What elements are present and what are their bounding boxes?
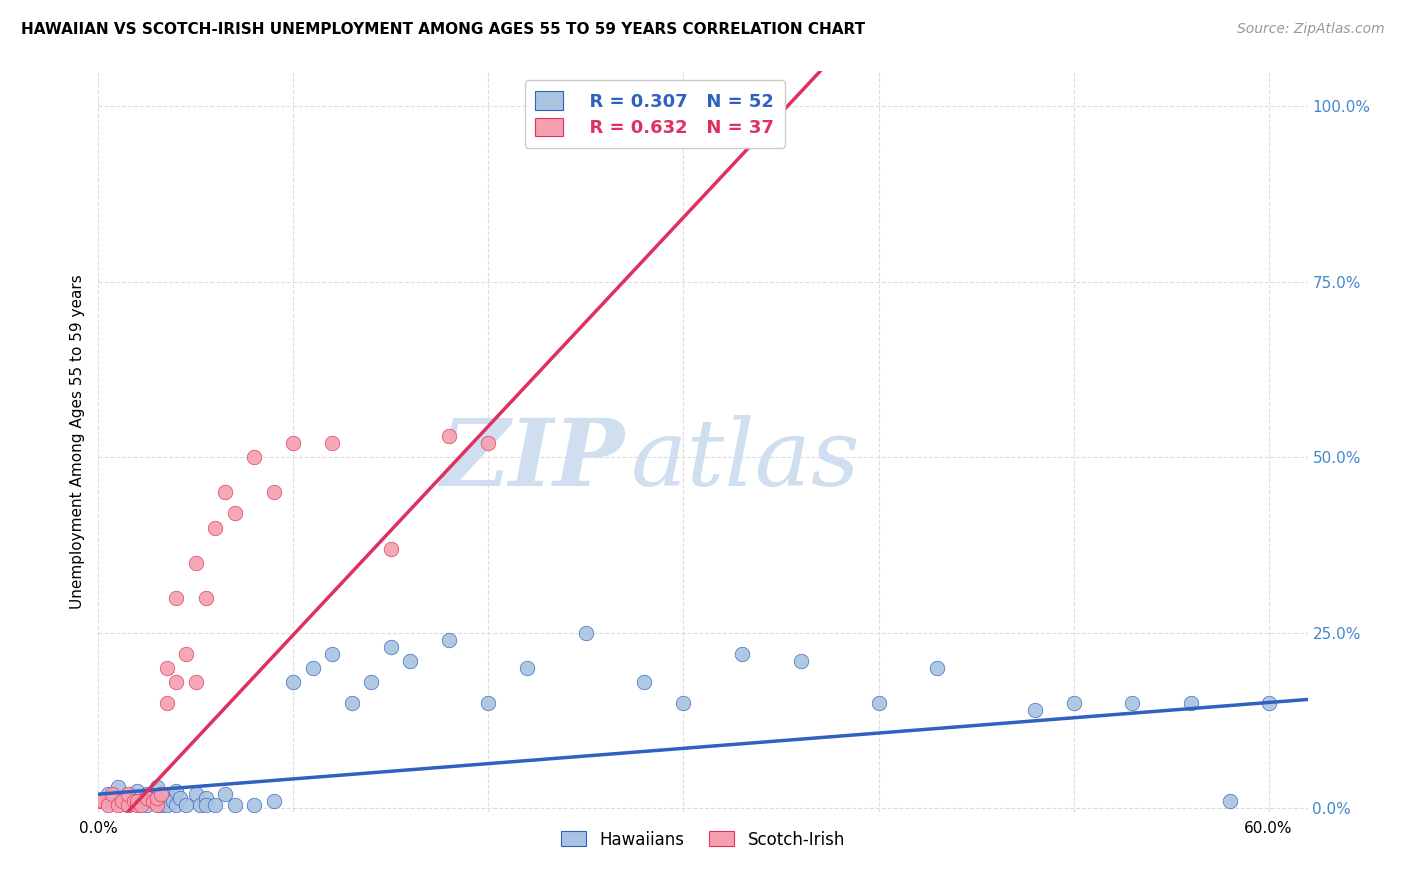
Point [156,797,179,812]
Point [146,797,169,812]
Point [156,696,179,710]
Point [302,661,325,675]
Y-axis label: Unemployment Among Ages 55 to 59 years: Unemployment Among Ages 55 to 59 years [69,274,84,609]
Point [360,674,382,689]
Point [165,797,187,812]
Point [103,794,125,808]
Point [243,450,266,465]
Point [174,797,197,812]
Point [477,696,499,710]
Text: ZIP: ZIP [440,415,624,505]
Point [214,787,236,801]
Point [91,794,114,808]
Point [127,783,149,797]
Point [149,797,172,812]
Point [111,794,134,808]
Text: atlas: atlas [630,415,860,505]
Point [165,674,187,689]
Point [165,783,187,797]
Point [169,790,191,805]
Point [127,794,149,808]
Point [439,429,461,443]
Point [136,797,159,812]
Point [516,661,538,675]
Point [1219,794,1241,808]
Point [146,780,169,794]
Point [107,797,129,812]
Point [477,436,499,450]
Point [117,797,139,812]
Point [149,787,172,801]
Point [107,780,129,794]
Point [633,674,655,689]
Point [575,99,598,113]
Point [136,790,159,805]
Point [1121,696,1143,710]
Text: Source: ZipAtlas.com: Source: ZipAtlas.com [1237,22,1385,37]
Point [117,787,139,801]
Point [1180,696,1202,710]
Point [184,787,207,801]
Point [87,794,110,808]
Point [321,647,343,661]
Point [118,790,141,805]
Point [142,794,165,808]
Point [146,794,169,808]
Point [156,787,179,801]
Point [1257,696,1279,710]
Point [380,541,402,556]
Point [214,485,236,500]
Point [263,485,285,500]
Point [194,591,217,605]
Point [97,797,120,812]
Point [142,790,165,805]
Point [204,797,226,812]
Point [399,654,422,668]
Point [283,436,305,450]
Point [204,520,226,534]
Point [263,794,285,808]
Point [243,797,266,812]
Point [122,794,145,808]
Point [789,654,811,668]
Point [146,790,169,805]
Text: HAWAIIAN VS SCOTCH-IRISH UNEMPLOYMENT AMONG AGES 55 TO 59 YEARS CORRELATION CHAR: HAWAIIAN VS SCOTCH-IRISH UNEMPLOYMENT AM… [21,22,865,37]
Point [321,436,343,450]
Point [575,625,598,640]
Point [101,787,124,801]
Point [162,794,184,808]
Point [283,674,305,689]
Point [174,647,197,661]
Point [224,507,246,521]
Point [1063,696,1085,710]
Point [731,647,754,661]
Point [184,674,207,689]
Point [340,696,363,710]
Point [188,797,211,812]
Point [380,640,402,654]
Point [156,661,179,675]
Point [184,556,207,570]
Point [127,797,149,812]
Point [224,797,246,812]
Legend: Hawaiians, Scotch-Irish: Hawaiians, Scotch-Irish [554,824,852,855]
Point [194,797,217,812]
Point [165,591,187,605]
Point [1024,703,1046,717]
Point [925,661,948,675]
Point [117,797,139,812]
Point [439,632,461,647]
Point [672,99,695,113]
Point [136,787,159,801]
Point [672,696,695,710]
Point [194,790,217,805]
Point [131,797,153,812]
Point [868,696,890,710]
Point [97,787,120,801]
Point [131,794,153,808]
